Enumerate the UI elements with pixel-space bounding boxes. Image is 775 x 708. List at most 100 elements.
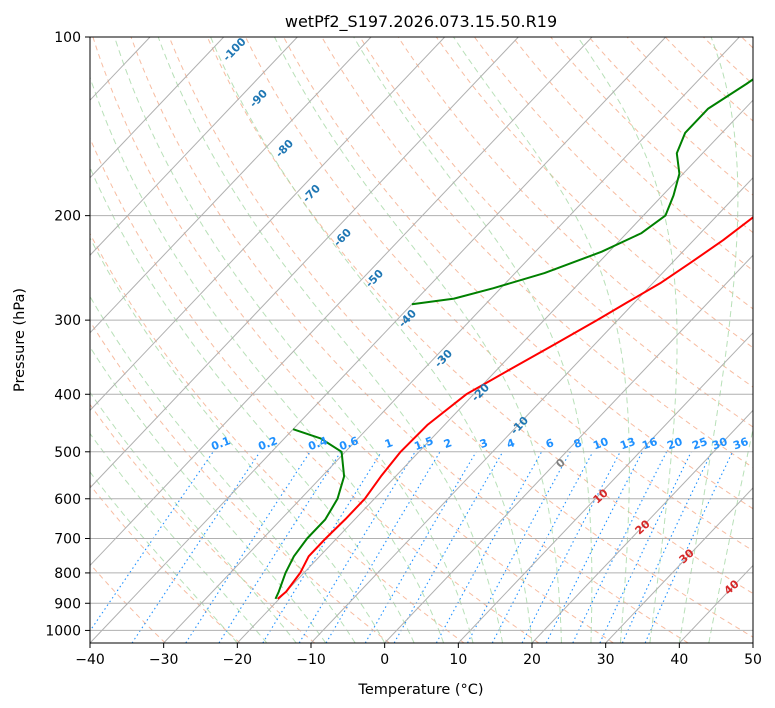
mixing-ratio-label: 0.1 <box>209 434 232 453</box>
mixing-ratio-label: 2 <box>442 436 454 451</box>
mixing-ratio-line <box>185 451 311 643</box>
x-axis-label: Temperature (°C) <box>357 682 483 698</box>
y-tick-label: 600 <box>54 492 81 508</box>
y-tick-label: 1000 <box>45 623 81 639</box>
isotherm-line <box>457 332 753 643</box>
x-tick-label: 30 <box>597 652 615 668</box>
y-tick-label: 700 <box>54 532 81 548</box>
y-tick-label: 400 <box>54 387 81 403</box>
isotherm-line <box>90 37 372 334</box>
moist-adiabat-line <box>90 346 327 643</box>
x-tick-label: 10 <box>449 652 467 668</box>
isotherm-line <box>310 177 753 643</box>
isotherm-line <box>90 37 225 179</box>
dry-adiabat-line <box>90 232 465 643</box>
isotherm-line <box>90 37 298 257</box>
dry-adiabat-line <box>92 37 614 643</box>
mixing-ratio-label: 20 <box>665 435 684 453</box>
y-tick-label: 200 <box>54 209 81 225</box>
isotherms <box>90 37 753 643</box>
series-temperature-line <box>277 216 753 600</box>
mixing-ratio-line <box>131 451 261 643</box>
isotherm-line <box>531 409 753 643</box>
mixing-ratio-line <box>90 451 214 632</box>
plot-area: -100-90-80-70-60-50-40-30-20-100.1 0.2 0.4… <box>90 37 753 643</box>
mixing-ratio-label: 3 <box>478 436 490 451</box>
mixing-ratio-line <box>325 451 441 643</box>
x-axis: −40 −30 −20 −10 0 10 20 30 40 50 <box>75 643 762 668</box>
y-axis-label: Pressure (hPa) <box>12 288 28 392</box>
mixing-ratio-line <box>621 451 713 643</box>
mixing-ratio-label: 6 <box>544 436 556 451</box>
mixing-ratio-label: 30 <box>710 435 729 453</box>
moist-adiabat-line <box>708 426 753 643</box>
x-tick-label: 40 <box>670 652 688 668</box>
moist-adiabat-line <box>453 37 630 643</box>
moist-adiabat-line <box>157 37 503 643</box>
moist-adiabat-line <box>90 471 238 643</box>
mixing-ratio-label: 8 <box>572 436 584 451</box>
isotherm-line <box>163 37 740 643</box>
mixing-ratio-label: 0.4 <box>306 434 329 453</box>
mixing-ratio-label: 4 <box>505 436 517 451</box>
moist-adiabat-line <box>90 432 268 643</box>
dry-adiabat-line <box>168 37 753 638</box>
moist-adiabat-line <box>114 37 474 643</box>
mixing-ratio-label: 0.2 <box>256 434 279 453</box>
moist-adiabat-line <box>274 37 562 643</box>
mixing-ratio-label: 0.6 <box>337 434 360 453</box>
series-dewpoint-line <box>274 428 346 600</box>
dry-adiabats <box>90 37 753 643</box>
mixing-ratio-line <box>572 451 668 643</box>
isotherm-line <box>605 487 753 643</box>
moist-adiabat-line <box>577 37 678 643</box>
series-dewpoint-upper-line <box>411 78 753 306</box>
x-tick-label: −10 <box>296 652 326 668</box>
x-tick-label: −40 <box>75 652 105 668</box>
moist-adiabat-line <box>90 295 356 643</box>
isotherm-line <box>90 37 593 567</box>
mixing-ratio-line <box>599 451 692 643</box>
moist-adiabat-line <box>210 37 533 643</box>
mixing-ratio-label: 13 <box>618 435 637 452</box>
moist-adiabat-line <box>353 37 593 643</box>
mixing-ratio-line <box>218 451 342 643</box>
y-tick-label: 500 <box>54 445 81 461</box>
isotherm-line <box>90 37 667 643</box>
isotherm-line <box>90 37 519 489</box>
mixing-ratio-label: 1 <box>383 436 395 451</box>
y-tick-label: 800 <box>54 566 81 582</box>
mixing-ratio-line <box>467 451 571 643</box>
mixing-ratio-label: 10 <box>591 435 610 453</box>
y-tick-label: 100 <box>54 30 81 46</box>
y-axis: 100 200 300 400 500 600 700 800 900 1000 <box>45 30 90 639</box>
pressure-gridlines <box>90 37 753 631</box>
dry-adiabat-line <box>90 320 390 643</box>
dry-adiabat-line <box>245 37 753 552</box>
x-tick-label: 20 <box>523 652 541 668</box>
moist-adiabat-line <box>90 391 297 643</box>
mixing-ratio-label: 1.5 <box>412 434 435 453</box>
y-tick-label: 900 <box>54 596 81 612</box>
dry-adiabat-line <box>474 37 753 310</box>
dry-adiabat-line <box>90 137 540 643</box>
dry-adiabat-line <box>283 37 753 510</box>
mixing-ratio-label: 25 <box>690 435 709 452</box>
plot-frame <box>89 36 754 644</box>
dry-adiabat-line <box>90 403 316 643</box>
moist-adiabat-line <box>90 75 445 643</box>
x-tick-label: −20 <box>223 652 253 668</box>
isotherm-line <box>90 37 446 412</box>
x-tick-label: 50 <box>744 652 762 668</box>
moist-adiabat-line <box>90 236 386 643</box>
dry-adiabat-line <box>397 37 753 388</box>
mixing-ratio-line <box>491 451 594 643</box>
isotherm-line <box>384 254 753 643</box>
chart-title: wetPf2_S197.2026.073.15.50.R19 <box>285 12 557 32</box>
y-tick-label: 300 <box>54 313 81 329</box>
dry-adiabat-line <box>359 37 753 428</box>
mixing-ratio-line <box>364 451 477 643</box>
mixing-ratio-line <box>262 451 382 643</box>
